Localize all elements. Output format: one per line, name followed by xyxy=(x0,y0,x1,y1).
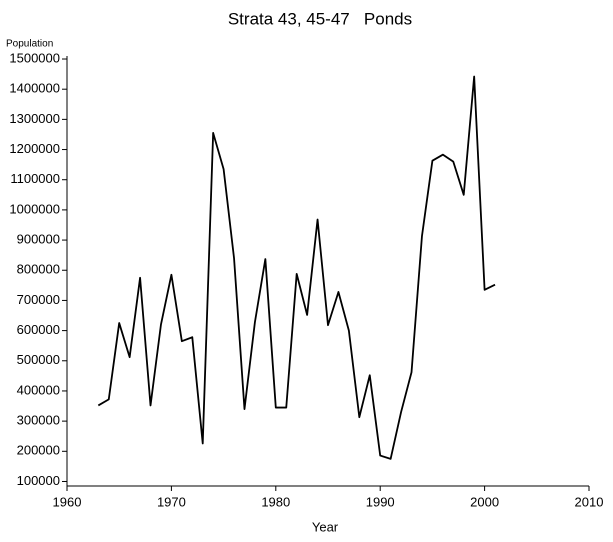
y-tick-label: 500000 xyxy=(17,352,60,367)
y-tick-label: 1000000 xyxy=(9,201,60,216)
y-axis-label: Population xyxy=(6,39,53,50)
y-tick-label: 100000 xyxy=(17,473,60,488)
y-tick-label: 400000 xyxy=(17,382,60,397)
x-axis-label: Year xyxy=(312,519,339,534)
y-tick-label: 300000 xyxy=(17,413,60,428)
x-tick-label: 2000 xyxy=(470,494,499,509)
y-tick-label: 800000 xyxy=(17,262,60,277)
y-tick-label: 200000 xyxy=(17,443,60,458)
line xyxy=(97,75,496,460)
y-tick-label: 700000 xyxy=(17,292,60,307)
y-tick-label: 1200000 xyxy=(9,141,60,156)
x-tick-label: 2010 xyxy=(575,494,604,509)
y-tick-label: 1500000 xyxy=(9,50,60,65)
x-tick-label: 1970 xyxy=(157,494,186,509)
x-tick-label: 1990 xyxy=(366,494,395,509)
y-tick-label: 600000 xyxy=(17,322,60,337)
y-tick-label: 1300000 xyxy=(9,111,60,126)
chart-title: Strata 43, 45-47 Ponds xyxy=(228,9,412,28)
y-tick-label: 900000 xyxy=(17,232,60,247)
y-tick-label: 1100000 xyxy=(10,171,60,186)
x-tick-label: 1960 xyxy=(53,494,82,509)
x-tick-label: 1980 xyxy=(261,494,290,509)
y-tick-label: 1400000 xyxy=(9,81,60,96)
